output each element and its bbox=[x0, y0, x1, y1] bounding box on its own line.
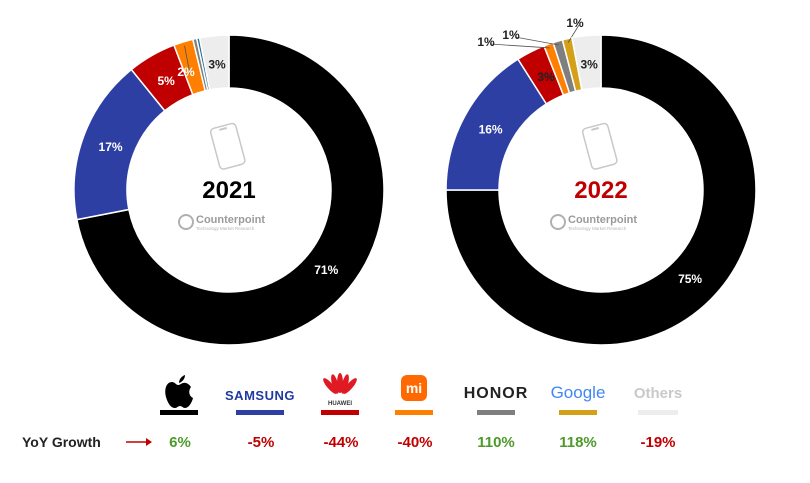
slice-label-huawei: 5% bbox=[158, 74, 176, 88]
others-color-bar bbox=[638, 410, 678, 415]
yoy-growth-row: YoY Growth 6% -5% -44% -40% 110% 118% -1… bbox=[22, 434, 676, 451]
leader-line-honor bbox=[514, 36, 559, 46]
slice-label-google: 1% bbox=[566, 16, 584, 30]
slice-label-samsung: 17% bbox=[99, 140, 123, 154]
slice-label-apple: 71% bbox=[314, 263, 338, 277]
xiaomi-color-bar bbox=[395, 410, 433, 415]
slice-label-others: 3% bbox=[208, 58, 226, 72]
slice-apple bbox=[445, 34, 757, 346]
counterpoint-subtitle: Technology Market Research bbox=[568, 226, 627, 231]
counterpoint-logo-icon bbox=[178, 214, 194, 230]
xiaomi-logo: mi bbox=[406, 380, 422, 396]
slice-label-apple: 75% bbox=[678, 272, 702, 286]
slice-label-honor: 1% bbox=[502, 28, 520, 42]
huawei-flower-icon bbox=[323, 373, 357, 394]
growth-apple: 6% bbox=[169, 434, 191, 451]
counterpoint-name: Counterpoint bbox=[196, 214, 265, 226]
legend-item-google: Google bbox=[551, 383, 606, 415]
slice-apple bbox=[75, 34, 385, 346]
growth-google: 118% bbox=[559, 434, 597, 451]
legend: SAMSUNG HUAWEI mi HONOR bbox=[160, 373, 682, 415]
others-label: Others bbox=[634, 385, 682, 402]
slice-others bbox=[571, 34, 602, 91]
legend-item-honor: HONOR bbox=[464, 385, 529, 415]
year-title: 2021 bbox=[202, 177, 255, 204]
counterpoint-logo-icon bbox=[550, 214, 566, 230]
leader-line-google bbox=[567, 24, 580, 43]
yoy-growth-label: YoY Growth bbox=[22, 434, 101, 450]
arrow-right-icon bbox=[126, 438, 152, 446]
legend-item-others: Others bbox=[634, 385, 682, 415]
apple-icon bbox=[165, 375, 193, 408]
slice-label-others: 3% bbox=[580, 58, 598, 72]
leader-line-xiaomi bbox=[184, 45, 191, 75]
smartphone-icon bbox=[209, 122, 246, 170]
apple-color-bar bbox=[160, 410, 198, 415]
huawei-color-bar bbox=[321, 410, 359, 415]
legend-item-apple bbox=[160, 375, 198, 415]
honor-logo: HONOR bbox=[464, 385, 529, 402]
huawei-logo-text: HUAWEI bbox=[328, 401, 352, 407]
counterpoint-name: Counterpoint bbox=[568, 214, 637, 226]
slice-label-xiaomi: 1% bbox=[477, 35, 495, 49]
legend-item-huawei: HUAWEI bbox=[321, 373, 359, 415]
leader-line-xiaomi bbox=[489, 43, 550, 49]
year-title: 2022 bbox=[574, 177, 627, 204]
donut-chart-2022: 75% 16% 3% 1% 1% 1% 3% 2022 CounterpointTechnolo… bbox=[445, 16, 757, 346]
counterpoint-subtitle: Technology Market Research bbox=[196, 226, 255, 231]
slice-label-huawei: 3% bbox=[537, 70, 555, 84]
samsung-logo: SAMSUNG bbox=[225, 388, 295, 403]
growth-others: -19% bbox=[640, 434, 675, 451]
smartphone-icon bbox=[581, 122, 618, 170]
slice-label-samsung: 16% bbox=[479, 122, 503, 136]
honor-color-bar bbox=[477, 410, 515, 415]
legend-item-xiaomi: mi bbox=[395, 375, 433, 415]
growth-xiaomi: -40% bbox=[397, 434, 432, 451]
google-color-bar bbox=[559, 410, 597, 415]
legend-item-samsung: SAMSUNG bbox=[225, 388, 295, 415]
growth-honor: 110% bbox=[477, 434, 515, 451]
slice-label-xiaomi: 2% bbox=[177, 65, 195, 79]
slice-others bbox=[198, 34, 230, 91]
samsung-color-bar bbox=[236, 410, 284, 415]
google-logo: Google bbox=[551, 383, 606, 402]
growth-huawei: -44% bbox=[323, 434, 358, 451]
xiaomi-logo-badge bbox=[401, 375, 427, 401]
growth-samsung: -5% bbox=[248, 434, 275, 451]
